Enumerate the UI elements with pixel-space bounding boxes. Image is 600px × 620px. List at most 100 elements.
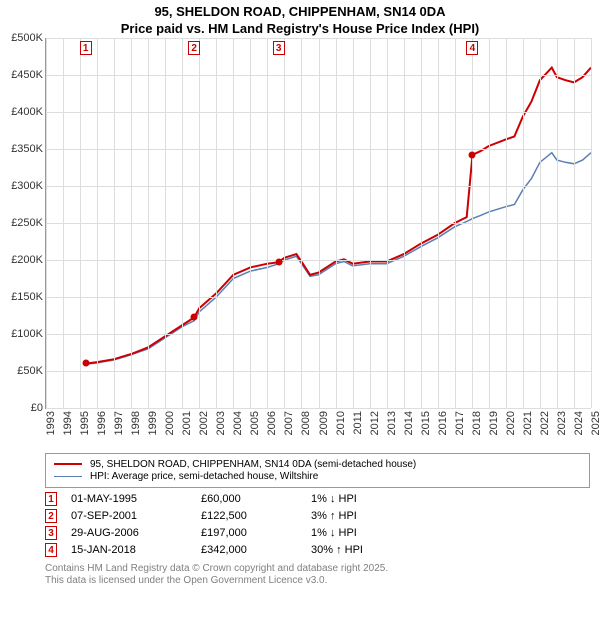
x-axis-label: 2022 bbox=[539, 411, 551, 435]
x-axis-label: 1993 bbox=[45, 411, 57, 435]
x-axis-label: 2013 bbox=[386, 411, 398, 435]
legend-item: HPI: Average price, semi-detached house,… bbox=[54, 471, 581, 482]
sales-date: 29-AUG-2006 bbox=[71, 527, 201, 539]
y-axis-label: £200K bbox=[1, 254, 43, 266]
gridline-v bbox=[574, 38, 575, 408]
sales-price: £60,000 bbox=[201, 493, 311, 505]
y-axis-label: £0 bbox=[1, 402, 43, 414]
x-axis-label: 2011 bbox=[352, 411, 364, 435]
gridline-v bbox=[557, 38, 558, 408]
gridline-v bbox=[540, 38, 541, 408]
x-axis-label: 2009 bbox=[318, 411, 330, 435]
gridline-v bbox=[267, 38, 268, 408]
gridline-v bbox=[46, 38, 47, 408]
x-axis-label: 1997 bbox=[113, 411, 125, 435]
legend-item: 95, SHELDON ROAD, CHIPPENHAM, SN14 0DA (… bbox=[54, 459, 581, 470]
sales-price: £122,500 bbox=[201, 510, 311, 522]
legend-swatch bbox=[54, 463, 82, 465]
sale-marker: 2 bbox=[188, 41, 200, 55]
y-axis-label: £150K bbox=[1, 291, 43, 303]
y-axis-label: £350K bbox=[1, 143, 43, 155]
x-axis-label: 2019 bbox=[488, 411, 500, 435]
x-axis-label: 2016 bbox=[437, 411, 449, 435]
sale-point bbox=[191, 314, 198, 321]
x-axis-label: 1994 bbox=[62, 411, 74, 435]
gridline-v bbox=[165, 38, 166, 408]
legend-label: HPI: Average price, semi-detached house,… bbox=[90, 471, 318, 482]
title-line1: 95, SHELDON ROAD, CHIPPENHAM, SN14 0DA bbox=[0, 4, 600, 21]
title-line2: Price paid vs. HM Land Registry's House … bbox=[0, 21, 600, 38]
x-axis-label: 1999 bbox=[147, 411, 159, 435]
chart-plot-area: £0£50K£100K£150K£200K£250K£300K£350K£400… bbox=[45, 38, 591, 409]
sales-marker: 4 bbox=[45, 543, 57, 557]
sales-date: 07-SEP-2001 bbox=[71, 510, 201, 522]
gridline-v bbox=[233, 38, 234, 408]
gridline-v bbox=[421, 38, 422, 408]
legend-label: 95, SHELDON ROAD, CHIPPENHAM, SN14 0DA (… bbox=[90, 459, 416, 470]
x-axis-label: 2021 bbox=[522, 411, 534, 435]
x-axis-label: 2002 bbox=[198, 411, 210, 435]
x-axis-label: 2004 bbox=[232, 411, 244, 435]
x-axis-label: 2005 bbox=[249, 411, 261, 435]
x-axis-label: 1996 bbox=[96, 411, 108, 435]
gridline-v bbox=[319, 38, 320, 408]
gridline-v bbox=[97, 38, 98, 408]
sales-price: £342,000 bbox=[201, 544, 311, 556]
x-axis-label: 1998 bbox=[130, 411, 142, 435]
x-axis-label: 2012 bbox=[369, 411, 381, 435]
y-axis-label: £100K bbox=[1, 328, 43, 340]
x-axis-label: 2015 bbox=[420, 411, 432, 435]
x-axis-label: 2023 bbox=[556, 411, 568, 435]
chart-title: 95, SHELDON ROAD, CHIPPENHAM, SN14 0DA P… bbox=[0, 0, 600, 38]
sales-row: 415-JAN-2018£342,00030% ↑ HPI bbox=[45, 543, 590, 557]
sale-marker: 4 bbox=[466, 41, 478, 55]
gridline-v bbox=[523, 38, 524, 408]
sales-table: 101-MAY-1995£60,0001% ↓ HPI207-SEP-2001£… bbox=[45, 492, 590, 557]
y-axis-label: £50K bbox=[1, 365, 43, 377]
x-axis-label: 2010 bbox=[335, 411, 347, 435]
sales-marker: 1 bbox=[45, 492, 57, 506]
sales-row: 1 01-MAY-1995£60,0001% ↓ HPI bbox=[45, 492, 590, 506]
footnote-line2: This data is licensed under the Open Gov… bbox=[45, 575, 590, 588]
sale-point bbox=[82, 360, 89, 367]
x-axis-label: 2007 bbox=[283, 411, 295, 435]
legend-box: 95, SHELDON ROAD, CHIPPENHAM, SN14 0DA (… bbox=[45, 453, 590, 488]
x-axis-label: 2014 bbox=[403, 411, 415, 435]
x-axis-label: 1995 bbox=[79, 411, 91, 435]
gridline-v bbox=[404, 38, 405, 408]
sales-row: 329-AUG-2006£197,0001% ↓ HPI bbox=[45, 526, 590, 540]
sales-diff: 1% ↓ HPI bbox=[311, 527, 357, 539]
gridline-v bbox=[131, 38, 132, 408]
x-axis-label: 2006 bbox=[266, 411, 278, 435]
x-axis-label: 2008 bbox=[300, 411, 312, 435]
sales-diff: 1% ↓ HPI bbox=[311, 493, 357, 505]
gridline-v bbox=[353, 38, 354, 408]
gridline-v bbox=[387, 38, 388, 408]
sale-point bbox=[275, 259, 282, 266]
gridline-v bbox=[114, 38, 115, 408]
sales-date: 01-MAY-1995 bbox=[71, 493, 201, 505]
sales-row: 2 07-SEP-2001£122,5003% ↑ HPI bbox=[45, 509, 590, 523]
x-axis-label: 2017 bbox=[454, 411, 466, 435]
gridline-v bbox=[438, 38, 439, 408]
gridline-v bbox=[148, 38, 149, 408]
sales-marker: 2 bbox=[45, 509, 57, 523]
y-axis-label: £400K bbox=[1, 106, 43, 118]
x-axis-label: 2018 bbox=[471, 411, 483, 435]
gridline-v bbox=[63, 38, 64, 408]
gridline-v bbox=[472, 38, 473, 408]
gridline-v bbox=[250, 38, 251, 408]
gridline-v bbox=[80, 38, 81, 408]
legend-swatch bbox=[54, 476, 82, 477]
footnote: Contains HM Land Registry data © Crown c… bbox=[45, 563, 590, 588]
gridline-v bbox=[216, 38, 217, 408]
x-axis-label: 2000 bbox=[164, 411, 176, 435]
y-axis-label: £450K bbox=[1, 69, 43, 81]
gridline-v bbox=[489, 38, 490, 408]
x-axis-label: 2020 bbox=[505, 411, 517, 435]
gridline-v bbox=[182, 38, 183, 408]
x-axis-labels: 1993199419951996199719981999200020012002… bbox=[45, 409, 590, 447]
sale-point bbox=[469, 151, 476, 158]
sales-diff: 3% ↑ HPI bbox=[311, 510, 357, 522]
y-axis-label: £250K bbox=[1, 217, 43, 229]
